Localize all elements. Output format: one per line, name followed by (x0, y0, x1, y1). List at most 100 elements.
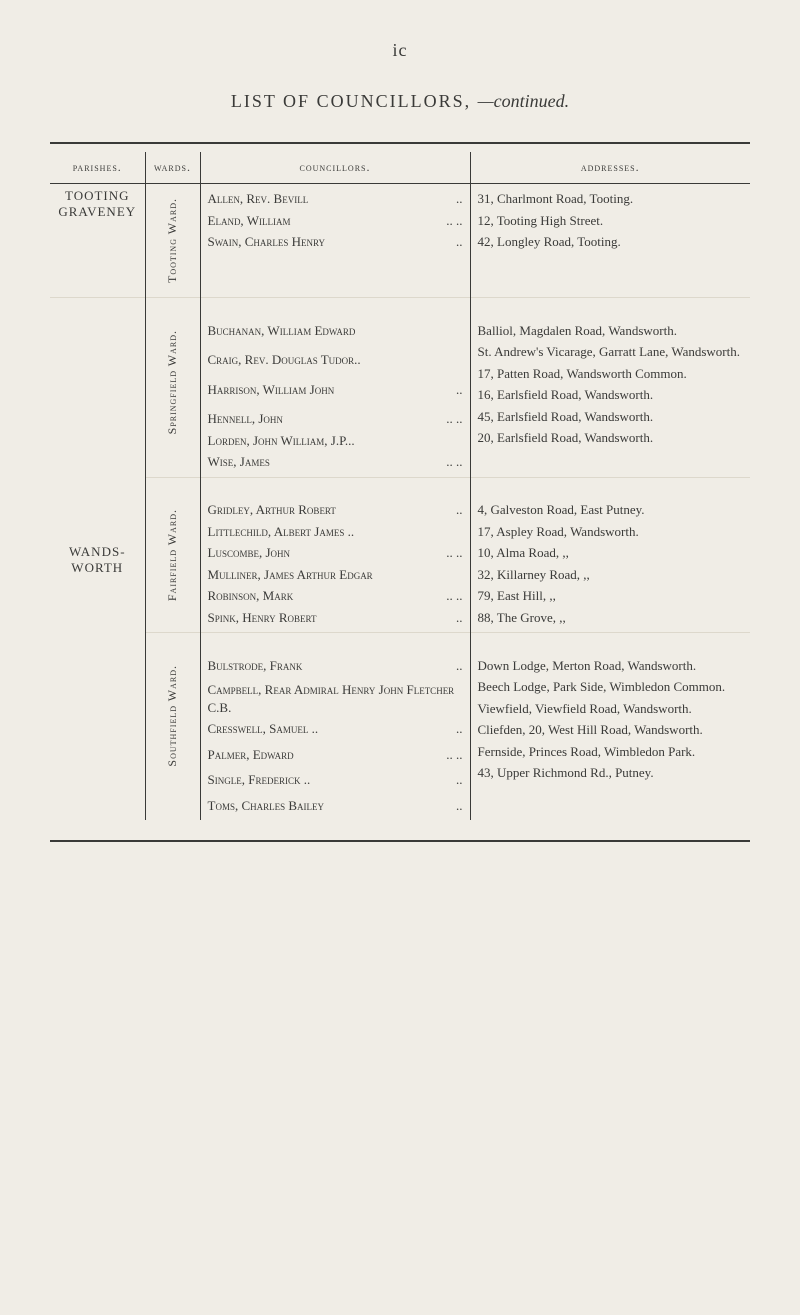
parish-label: WANDS- WORTH (54, 544, 141, 576)
councillor-name: Craig, Rev. Douglas Tudor.. (208, 350, 361, 370)
address-entry: 43, Upper Richmond Rd., Putney. (475, 762, 747, 784)
councillor-name: Bulstrode, Frank (208, 656, 303, 676)
header-addresses: addresses. (470, 152, 750, 184)
councillors-table: parishes. wards. councillors. addresses.… (50, 152, 750, 820)
address-entry: 16, Earlsfield Road, Wandsworth. (475, 384, 747, 406)
ward-label: Fairfield Ward. (165, 509, 180, 601)
leader-dots: .. (456, 232, 463, 252)
parish-label: TOOTING GRAVENEY (54, 188, 141, 220)
address-entry: 31, Charlmont Road, Tooting. (475, 188, 747, 210)
header-councillors: councillors. (200, 152, 470, 184)
councillor-name: Palmer, Edward (208, 745, 294, 765)
councillor-entry: Spink, Henry Robert.. (205, 607, 466, 629)
page-number: ic (50, 40, 750, 61)
councillor-name: Luscombe, John (208, 543, 291, 563)
councillor-entry: Harrison, William John.. (205, 379, 466, 401)
table-row: Southfield Ward. Bulstrode, Frank.. Camp… (50, 651, 750, 821)
address-entry: Fernside, Princes Road, Wim­bledon Park. (475, 741, 747, 763)
councillor-entry: Wise, James .. .. (205, 451, 466, 473)
address-entry: 45, Earlsfield Road, Wandsworth. (475, 406, 747, 428)
councillor-name: Campbell, Rear Admiral Henry John Fletch… (208, 681, 463, 717)
block-separator (50, 633, 750, 651)
councillor-name: Hennell, John (208, 409, 283, 429)
leader-dots: .. .. (446, 211, 462, 231)
table-row: Fairfield Ward. Gridley, Arthur Robert..… (50, 495, 750, 633)
title-main: LIST OF COUNCILLORS, (231, 91, 471, 111)
address-entry: Balliol, Magdalen Road, Wands­worth. (475, 320, 747, 342)
title-continued: —continued. (478, 91, 570, 111)
councillor-name: Wise, James (208, 452, 270, 472)
councillor-name: Harrison, William John (208, 380, 335, 400)
leader-dots: .. (456, 189, 463, 209)
address-entry: 12, Tooting High Street. (475, 210, 747, 232)
rule-bottom (50, 840, 750, 842)
address-entry: Viewfield, Viewfield Road, Wandsworth. (475, 698, 747, 720)
councillor-entry: Robinson, Mark .. .. (205, 585, 466, 607)
councillor-name: Toms, Charles Bailey (208, 796, 325, 816)
councillor-entry: Allen, Rev. Bevill.. (205, 188, 466, 210)
leader-dots: .. (456, 608, 463, 628)
councillor-entry: Swain, Charles Henry.. (205, 231, 466, 253)
leader-dots: .. (456, 796, 463, 816)
councillor-entry: Hennell, John .. .. (205, 408, 466, 430)
table-row: TOOTING GRAVENEY Tooting Ward. Allen, Re… (50, 184, 750, 298)
leader-dots: .. (456, 770, 463, 790)
ward-label: Southfield Ward. (165, 665, 180, 767)
address-entry: 42, Longley Road, Tooting. (475, 231, 747, 253)
ward-label: Tooting Ward. (165, 198, 180, 283)
councillor-entry: Gridley, Arthur Robert.. (205, 499, 466, 521)
address-entry: 20, Earlsfield Road, Wandsworth. (475, 427, 747, 449)
councillor-entry: Eland, William .. .. (205, 210, 466, 232)
address-entry: 17, Aspley Road, Wandsworth. (475, 521, 747, 543)
councillor-entry: Cresswell, Samuel .... (205, 718, 466, 740)
address-entry: Down Lodge, Merton Road, Wandsworth. (475, 655, 747, 677)
ward-label: Springfield Ward. (165, 330, 180, 434)
leader-dots: .. .. (446, 409, 462, 429)
page-title: LIST OF COUNCILLORS, —continued. (50, 91, 750, 112)
leader-dots: .. .. (446, 745, 462, 765)
councillor-name: Mulliner, James Arthur Edgar (208, 565, 373, 585)
councillor-name: Lorden, John William, J.P... (208, 431, 355, 451)
councillor-entry: Luscombe, John .. .. (205, 542, 466, 564)
address-entry: 10, Alma Road, ,, (475, 542, 747, 564)
header-wards: wards. (145, 152, 200, 184)
address-entry: 88, The Grove, ,, (475, 607, 747, 629)
address-entry: 79, East Hill, ,, (475, 585, 747, 607)
councillor-name: Swain, Charles Henry (208, 232, 326, 252)
councillor-entry: Toms, Charles Bailey.. (205, 795, 466, 817)
address-entry: Beech Lodge, Park Side, Wimble­don Commo… (475, 676, 747, 698)
councillor-entry: Single, Frederick .... (205, 769, 466, 791)
councillor-name: Spink, Henry Robert (208, 608, 317, 628)
councillor-entry: Lorden, John William, J.P... (205, 430, 466, 452)
councillor-entry: Littlechild, Albert James .. (205, 521, 466, 543)
councillor-name: Cresswell, Samuel .. (208, 719, 319, 739)
table-row: WANDS- WORTH Springfield Ward. Buchanan,… (50, 316, 750, 478)
leader-dots: .. .. (446, 452, 462, 472)
address-entry: St. Andrew's Vicarage, Garratt Lane, Wan… (475, 341, 747, 363)
address-entry: 4, Galveston Road, East Putney. (475, 499, 747, 521)
councillor-name: Buchanan, William Edward (208, 321, 356, 341)
address-entry: 32, Killarney Road, ,, (475, 564, 747, 586)
block-separator (50, 477, 750, 495)
address-entry: 17, Patten Road, Wandsworth Common. (475, 363, 747, 385)
councillor-name: Robinson, Mark (208, 586, 294, 606)
councillor-name: Allen, Rev. Bevill (208, 189, 309, 209)
leader-dots: .. (456, 719, 463, 739)
block-separator (50, 298, 750, 316)
councillor-entry: Bulstrode, Frank.. (205, 655, 466, 677)
councillor-name: Gridley, Arthur Robert (208, 500, 336, 520)
councillor-name: Single, Frederick .. (208, 770, 311, 790)
leader-dots: .. (456, 656, 463, 676)
leader-dots: .. (456, 380, 463, 400)
header-parishes: parishes. (50, 152, 145, 184)
councillor-name: Littlechild, Albert James .. (208, 522, 355, 542)
councillor-entry: Buchanan, William Edward (205, 320, 466, 342)
leader-dots: .. .. (446, 586, 462, 606)
councillor-entry: Campbell, Rear Admiral Henry John Fletch… (205, 680, 466, 718)
leader-dots: .. (456, 500, 463, 520)
councillor-entry: Palmer, Edward .. .. (205, 744, 466, 766)
rule-top (50, 142, 750, 144)
leader-dots: .. .. (446, 543, 462, 563)
councillor-entry: Craig, Rev. Douglas Tudor.. (205, 349, 466, 371)
councillor-name: Eland, William (208, 211, 291, 231)
